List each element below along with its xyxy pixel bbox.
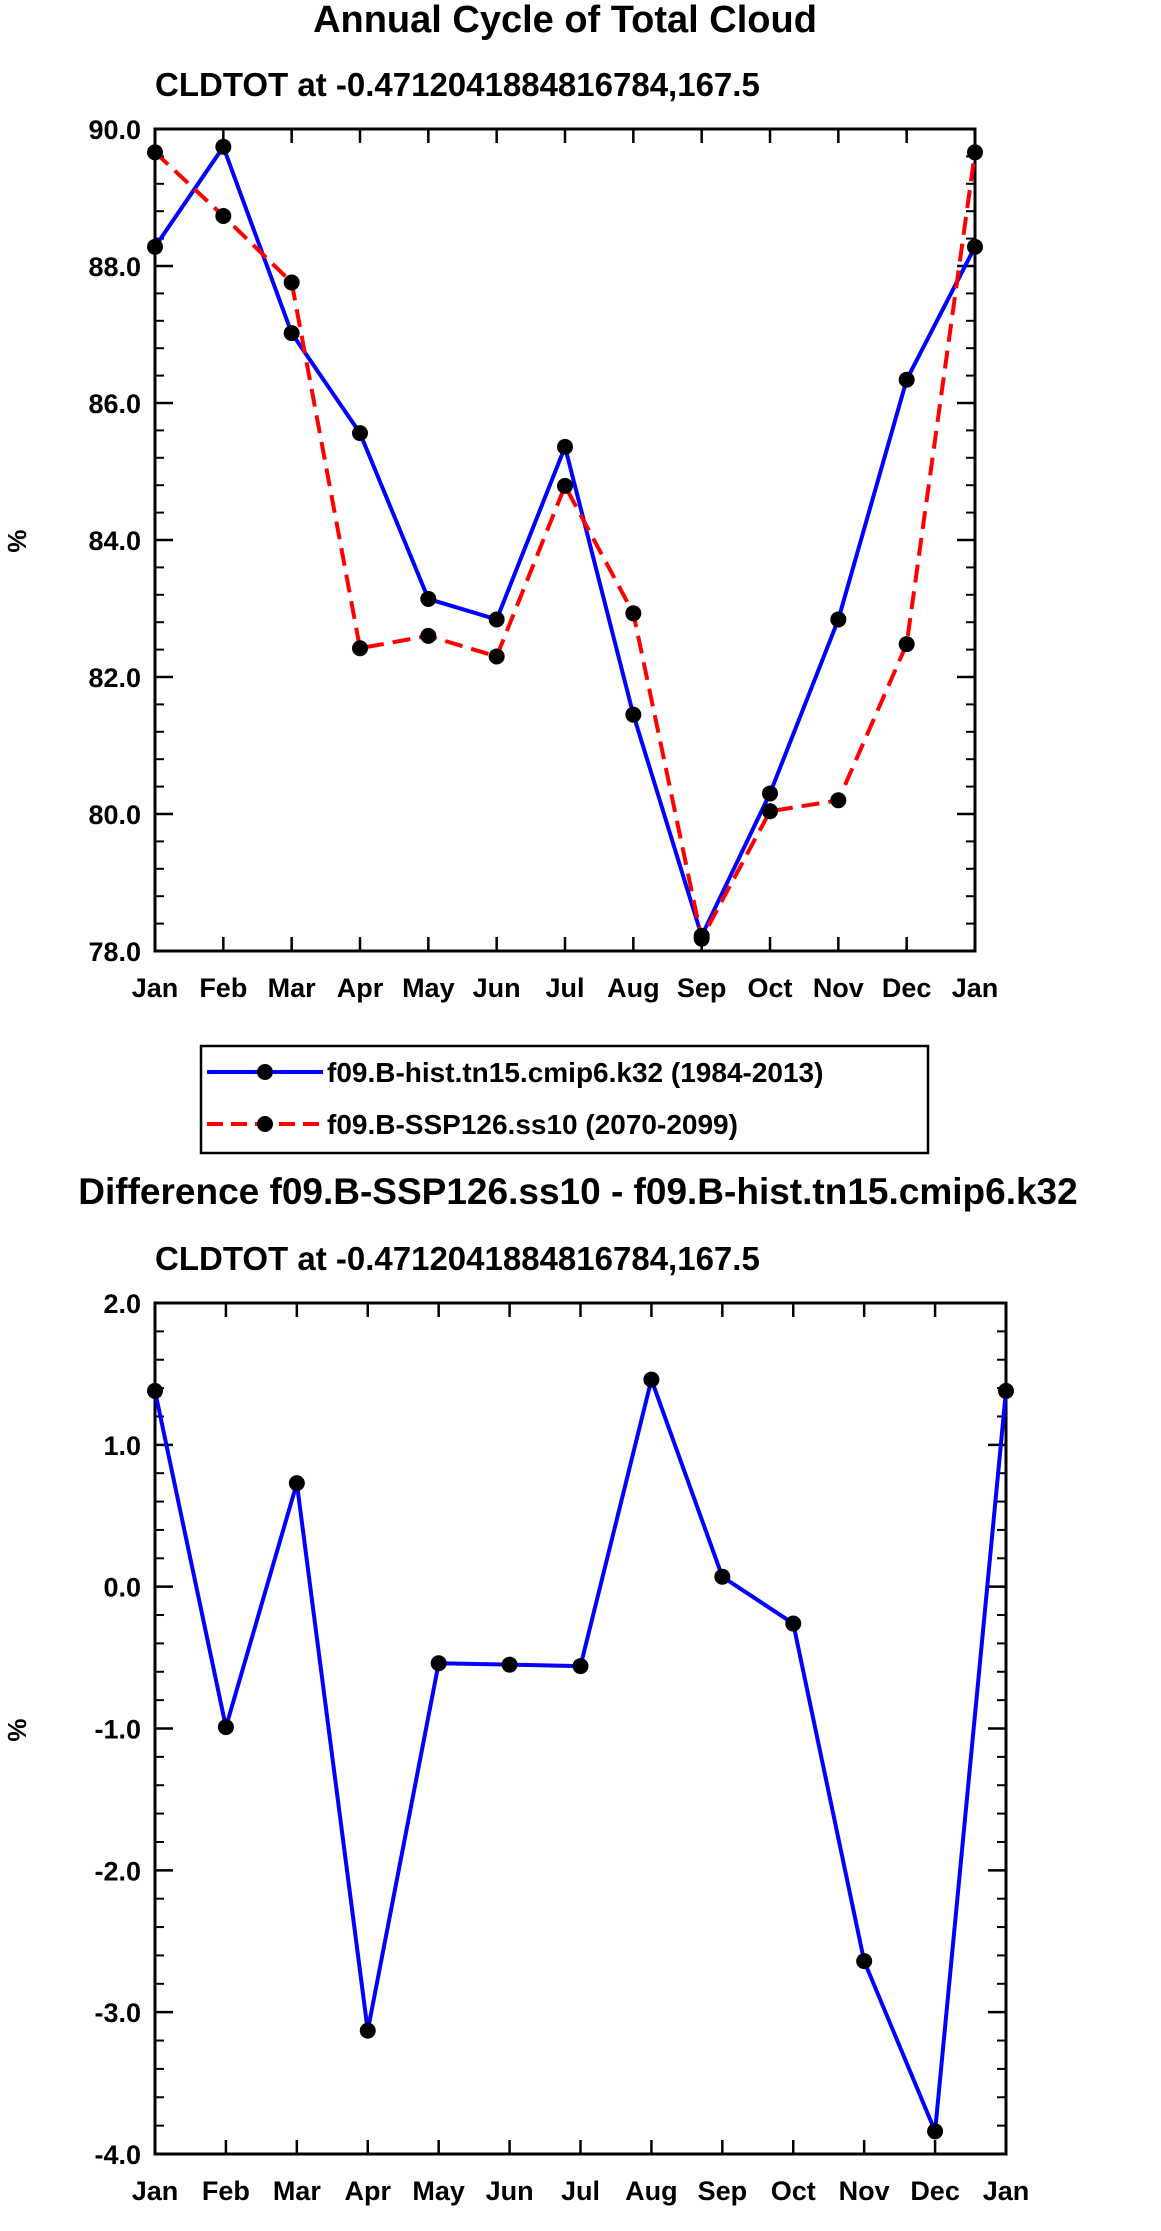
y-tick-label: 82.0 xyxy=(88,663,141,693)
data-point-s0-1 xyxy=(215,138,232,155)
plot-frame xyxy=(153,1301,1008,2156)
x-tick-label: Dec xyxy=(910,2176,960,2206)
data-point-s1-8 xyxy=(693,930,710,947)
y-tick-label: 78.0 xyxy=(88,937,141,967)
x-tick-label: Sep xyxy=(698,2176,748,2206)
x-tick-label: Jun xyxy=(486,2176,534,2206)
y-tick-label: 90.0 xyxy=(88,115,141,145)
x-tick-label: Jan xyxy=(132,973,179,1003)
data-point-s0-2 xyxy=(288,1475,305,1492)
data-point-s0-0 xyxy=(147,238,163,255)
chart1-plot: Jan Feb Mar Apr May Jun Jul Aug Sep Oct Nov Dec Jan 7… xyxy=(88,115,998,1003)
data-point-s1-1 xyxy=(215,207,232,224)
data-point-s0-6 xyxy=(557,438,573,455)
data-point-s0-5 xyxy=(501,1656,518,1673)
chart1-ylabel: % xyxy=(2,529,32,552)
data-point-s0-6 xyxy=(572,1658,589,1675)
data-point-s0-12 xyxy=(998,1382,1014,1399)
y-tick-label: 88.0 xyxy=(88,252,141,282)
data-point-s0-9 xyxy=(785,1615,802,1632)
data-point-s1-0 xyxy=(147,144,163,161)
x-tick-label: Jan xyxy=(983,2176,1030,2206)
plot-frame xyxy=(153,127,977,953)
data-point-s1-9 xyxy=(762,803,778,820)
y-tick-label: 84.0 xyxy=(88,526,141,556)
data-point-s1-7 xyxy=(625,605,642,622)
data-point-s1-2 xyxy=(283,274,300,291)
x-tick-label: Jun xyxy=(473,973,521,1003)
x-tick-label: May xyxy=(402,973,455,1003)
y-tick-label: 0.0 xyxy=(103,1573,141,1603)
legend-marker-ssp xyxy=(257,1116,273,1132)
data-point-s0-8 xyxy=(714,1568,731,1585)
x-tick-label: Jan xyxy=(952,973,999,1003)
data-point-s1-5 xyxy=(488,648,505,665)
chart1-legend: f09.B-hist.tn15.cmip6.k32 (1984-2013) f0… xyxy=(199,1044,930,1155)
x-tick-label: Apr xyxy=(337,973,384,1003)
chart1-subtitle: CLDTOT at -0.4712041884816784,167.5 xyxy=(155,66,760,103)
chart2-title: Difference f09.B-SSP126.ss10 - f09.B-his… xyxy=(78,1171,1077,1212)
series-line-1 xyxy=(153,150,977,941)
x-tick-label: Aug xyxy=(607,973,659,1003)
data-point-s1-6 xyxy=(557,477,573,494)
x-tick-label: Mar xyxy=(273,2176,322,2206)
data-point-s0-1 xyxy=(217,1719,234,1736)
x-tick-label: Jul xyxy=(545,973,584,1003)
y-tick-label: 80.0 xyxy=(88,800,141,830)
data-point-s0-3 xyxy=(359,2022,376,2039)
x-tick-label: Nov xyxy=(813,973,864,1003)
data-point-s1-4 xyxy=(420,627,437,644)
x-tick-label: Nov xyxy=(839,2176,890,2206)
x-tick-label: Aug xyxy=(625,2176,677,2206)
data-point-s1-3 xyxy=(352,640,368,657)
x-tick-label: Apr xyxy=(345,2176,392,2206)
data-point-s0-10 xyxy=(830,611,847,628)
y-tick-label: -4.0 xyxy=(94,2140,141,2170)
data-point-s0-0 xyxy=(147,1382,163,1399)
data-point-s0-5 xyxy=(488,611,505,628)
data-point-s1-10 xyxy=(830,792,847,809)
x-tick-label: Feb xyxy=(199,973,247,1003)
chart1-title: Annual Cycle of Total Cloud xyxy=(313,0,817,41)
x-tick-label: Dec xyxy=(882,973,932,1003)
data-point-s0-7 xyxy=(643,1371,660,1388)
data-point-s0-7 xyxy=(625,706,642,723)
data-point-s1-12 xyxy=(967,144,983,161)
data-point-s0-4 xyxy=(420,590,437,607)
y-tick-label: 1.0 xyxy=(103,1431,141,1461)
x-tick-label: May xyxy=(412,2176,465,2206)
data-point-s0-2 xyxy=(283,325,300,342)
y-tick-label: -1.0 xyxy=(94,1715,141,1745)
chart2-subtitle: CLDTOT at -0.4712041884816784,167.5 xyxy=(155,1240,760,1277)
series-line-0 xyxy=(153,144,977,938)
y-tick-label: -2.0 xyxy=(94,1856,141,1886)
legend-marker-hist xyxy=(257,1064,273,1080)
x-tick-label: Oct xyxy=(771,2176,816,2206)
chart2-plot: Jan Feb Mar Apr May Jun Jul Aug Sep Oct Nov Dec Jan -… xyxy=(94,1289,1029,2206)
x-tick-label: Oct xyxy=(747,973,792,1003)
y-tick-label: 86.0 xyxy=(88,389,141,419)
legend-label-ssp: f09.B-SSP126.ss10 (2070-2099) xyxy=(327,1109,738,1140)
legend-label-hist: f09.B-hist.tn15.cmip6.k32 (1984-2013) xyxy=(327,1057,823,1088)
data-point-s0-3 xyxy=(352,425,368,442)
x-tick-label: Sep xyxy=(677,973,727,1003)
x-tick-label: Feb xyxy=(202,2176,250,2206)
data-point-s0-11 xyxy=(898,371,915,388)
data-point-s0-10 xyxy=(856,1953,873,1970)
y-tick-label: 2.0 xyxy=(103,1289,141,1319)
data-point-s0-11 xyxy=(927,2123,944,2140)
y-tick-label: -3.0 xyxy=(94,1998,141,2028)
legend-box xyxy=(199,1044,930,1155)
x-tick-label: Jan xyxy=(132,2176,179,2206)
data-point-s1-11 xyxy=(898,636,915,653)
x-tick-label: Jul xyxy=(561,2176,600,2206)
data-point-s0-9 xyxy=(762,785,778,802)
data-point-s0-12 xyxy=(967,238,983,255)
x-tick-label: Mar xyxy=(268,973,317,1003)
data-point-s0-4 xyxy=(430,1655,447,1672)
chart2-ylabel: % xyxy=(2,1718,32,1741)
series-line-0 xyxy=(153,1377,1008,2134)
